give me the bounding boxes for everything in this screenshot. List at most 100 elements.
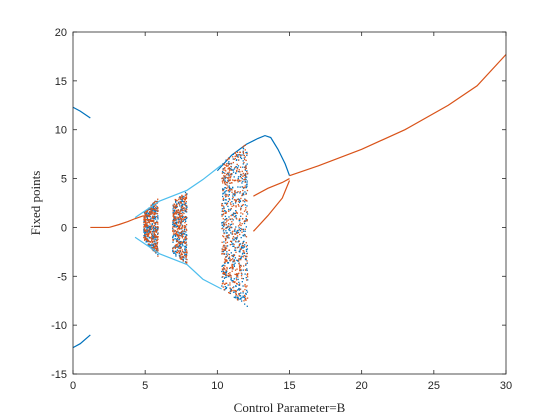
data-point: [181, 215, 183, 217]
data-point: [239, 222, 241, 224]
data-point: [244, 178, 246, 180]
data-point: [239, 294, 241, 297]
data-point: [176, 211, 179, 213]
data-point: [236, 274, 239, 276]
data-point: [242, 228, 245, 231]
data-point: [185, 211, 188, 213]
data-point: [227, 180, 230, 182]
data-point: [148, 240, 150, 242]
data-point: [152, 208, 154, 210]
data-point: [232, 158, 234, 160]
data-point: [183, 226, 186, 229]
data-point: [181, 216, 183, 218]
data-point: [229, 224, 232, 226]
data-point: [181, 200, 183, 202]
data-point: [238, 287, 240, 290]
data-point: [143, 217, 145, 219]
data-point: [243, 158, 246, 161]
data-point: [182, 260, 184, 262]
data-point: [172, 227, 174, 229]
series-1-branch-1: [72, 106, 91, 119]
data-point: [244, 273, 246, 275]
data-point: [221, 248, 224, 250]
data-point: [235, 200, 238, 202]
data-point: [244, 198, 246, 200]
data-point: [240, 248, 242, 250]
data-point: [178, 250, 180, 252]
data-point: [182, 218, 184, 220]
data-point: [232, 179, 234, 181]
data-point: [228, 275, 230, 278]
data-point: [224, 249, 226, 251]
data-point: [224, 258, 226, 260]
data-point: [146, 216, 148, 218]
data-point: [241, 178, 244, 180]
data-point: [185, 248, 187, 251]
data-point: [231, 289, 233, 292]
data-point: [222, 268, 225, 270]
data-point: [147, 218, 150, 221]
data-point: [178, 254, 181, 257]
data-point: [181, 231, 183, 233]
data-point: [184, 249, 186, 251]
data-point: [236, 268, 238, 270]
data-point: [232, 223, 234, 225]
data-point: [172, 239, 174, 242]
data-point: [156, 200, 159, 203]
data-point: [181, 207, 183, 209]
data-point: [175, 253, 177, 256]
data-point: [234, 192, 237, 194]
data-point: [222, 270, 225, 272]
data-point: [148, 221, 150, 224]
data-point: [150, 226, 152, 229]
data-point: [229, 179, 232, 181]
data-point: [181, 235, 183, 237]
data-point: [242, 166, 244, 168]
data-point: [174, 234, 177, 236]
data-point: [181, 198, 184, 200]
data-point: [231, 198, 234, 200]
data-point: [233, 265, 236, 268]
data-point: [182, 232, 184, 234]
data-point: [186, 206, 188, 208]
data-point: [184, 254, 187, 256]
data-point: [238, 281, 240, 284]
data-point: [244, 186, 246, 189]
data-point: [184, 245, 186, 248]
data-point: [153, 234, 155, 237]
data-point: [182, 196, 184, 198]
data-point: [239, 233, 241, 236]
data-point: [224, 276, 226, 278]
data-point: [224, 288, 227, 290]
data-point: [235, 205, 237, 207]
data-point: [230, 173, 232, 176]
data-point: [227, 172, 229, 174]
data-point: [177, 218, 179, 220]
data-point: [172, 211, 174, 214]
data-point: [245, 164, 247, 167]
data-point: [144, 239, 146, 241]
data-point: [149, 223, 151, 225]
data-point: [151, 209, 153, 211]
data-point: [234, 191, 236, 193]
data-point: [178, 198, 180, 201]
data-point: [176, 225, 179, 227]
data-point: [226, 260, 228, 262]
data-point: [175, 246, 177, 248]
data-point: [228, 175, 230, 177]
data-point: [224, 256, 227, 258]
data-point: [240, 215, 242, 217]
data-point: [183, 255, 186, 257]
data-point: [242, 180, 244, 183]
data-point: [178, 197, 180, 199]
plot-area: [73, 32, 506, 374]
data-point: [246, 170, 248, 173]
data-point: [244, 235, 246, 237]
data-point: [235, 226, 237, 228]
data-point: [227, 253, 229, 255]
data-point: [186, 250, 188, 252]
data-point: [174, 222, 176, 224]
data-point: [184, 261, 187, 263]
data-point: [225, 269, 227, 272]
data-point: [232, 156, 234, 158]
